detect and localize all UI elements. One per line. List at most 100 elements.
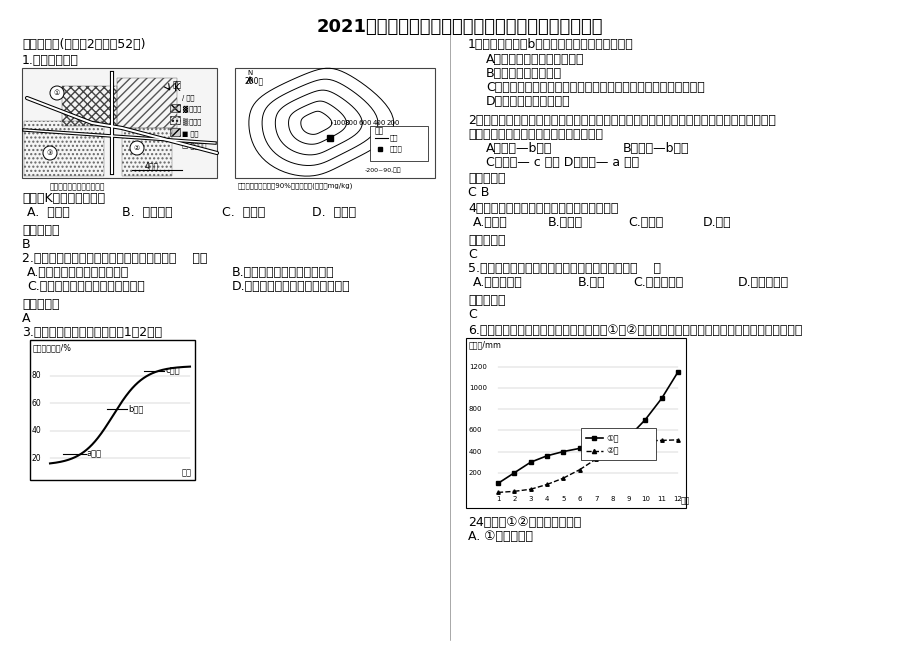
Text: C: C — [468, 248, 476, 261]
Text: C.  印染厂: C. 印染厂 — [221, 206, 265, 219]
Text: 某城市土地利用状况示意图: 某城市土地利用状况示意图 — [50, 182, 105, 191]
Text: 参考答案：: 参考答案： — [468, 172, 505, 185]
Text: 1200: 1200 — [469, 364, 486, 370]
Text: 4: 4 — [544, 496, 549, 502]
Text: c阶段: c阶段 — [165, 367, 179, 375]
Text: ▓ 商业区: ▓ 商业区 — [182, 106, 201, 113]
Text: N: N — [247, 70, 253, 76]
Bar — [117, 78, 176, 128]
Text: 6.下图为北半球亚热带地区大陆东西两侧①、②两地降水量逐月累积折线图。据图回答下列各题。: 6.下图为北半球亚热带地区大陆东西两侧①、②两地降水量逐月累积折线图。据图回答下… — [468, 324, 801, 337]
Text: 10: 10 — [640, 496, 649, 502]
Text: D.  造纸厂: D. 造纸厂 — [312, 206, 356, 219]
Text: 某城市周围近郊地面90%深度分布图(单位：mg/kg): 某城市周围近郊地面90%深度分布图(单位：mg/kg) — [237, 182, 352, 189]
Text: 降水量/mm: 降水量/mm — [469, 340, 502, 349]
Text: 6: 6 — [577, 496, 582, 502]
Bar — [170, 116, 180, 124]
Text: 参考答案：: 参考答案： — [468, 294, 505, 307]
Text: 7: 7 — [594, 496, 597, 502]
Text: B．出现逆城市化现象: B．出现逆城市化现象 — [485, 67, 562, 80]
Text: 800: 800 — [469, 406, 482, 412]
Text: B.南方比北方学校所在地昼长: B.南方比北方学校所在地昼长 — [232, 266, 335, 279]
Text: 图例: 图例 — [375, 126, 384, 135]
Text: 1000: 1000 — [469, 385, 486, 391]
Text: 60: 60 — [32, 398, 41, 408]
Bar — [170, 128, 180, 136]
Text: A.国际劳动节: A.国际劳动节 — [472, 276, 522, 289]
Text: 400: 400 — [469, 449, 482, 454]
Text: ①: ① — [54, 90, 60, 96]
Text: 5: 5 — [561, 496, 565, 502]
Text: 20: 20 — [32, 454, 41, 463]
Text: 2.有关秋分日时，我国各地学校昼夜情况是（    ）。: 2.有关秋分日时，我国各地学校昼夜情况是（ ）。 — [22, 252, 207, 265]
Bar — [30, 340, 195, 480]
Text: B.元旦: B.元旦 — [577, 276, 605, 289]
Text: 时间: 时间 — [182, 468, 192, 477]
Text: C: C — [468, 308, 476, 321]
Text: 参考答案：: 参考答案： — [22, 224, 60, 237]
Text: 1: 1 — [495, 496, 500, 502]
Text: C．市区出现劳动力过剩、交通拥挤、住房紧张、环境恶化等问题: C．市区出现劳动力过剩、交通拥挤、住房紧张、环境恶化等问题 — [485, 81, 704, 94]
Text: 1000: 1000 — [332, 120, 349, 126]
Text: 城镇: 城镇 — [390, 135, 398, 141]
Text: 200米: 200米 — [244, 76, 264, 85]
Text: D.只有位于同纬度的学校昼夜等长: D.只有位于同纬度的学校昼夜等长 — [232, 280, 350, 293]
Text: □ 未利用地: □ 未利用地 — [182, 142, 206, 148]
Text: 600: 600 — [358, 120, 371, 126]
Text: C．朝鲜— c 阶段 D．印度— a 阶段: C．朝鲜— c 阶段 D．印度— a 阶段 — [485, 156, 639, 169]
Text: 参考答案：: 参考答案： — [468, 234, 505, 247]
Text: 4．下列日期中，铜陵昼夜长短相差最小的是: 4．下列日期中，铜陵昼夜长短相差最小的是 — [468, 202, 618, 215]
Text: ②地: ②地 — [606, 447, 618, 456]
Text: 200: 200 — [386, 120, 399, 126]
Text: -200~90,深度: -200~90,深度 — [365, 167, 402, 173]
Text: ②: ② — [134, 145, 140, 151]
Text: 适宜在K点布局的企业是: 适宜在K点布局的企业是 — [22, 192, 105, 205]
Text: 40: 40 — [32, 426, 41, 435]
Bar — [369, 126, 427, 161]
Text: / 河流: / 河流 — [182, 94, 194, 101]
Text: A．城市化速度减慢甚至停滞: A．城市化速度减慢甚至停滞 — [485, 53, 584, 66]
Bar — [170, 104, 180, 112]
Text: 80: 80 — [32, 371, 41, 380]
Text: A.劳动节: A.劳动节 — [472, 216, 507, 229]
Text: D.春节: D.春节 — [702, 216, 731, 229]
Text: B: B — [22, 238, 30, 251]
Text: A: A — [22, 312, 30, 325]
Text: 一、选择题(每小题2分，共52分): 一、选择题(每小题2分，共52分) — [22, 38, 145, 51]
Text: 11: 11 — [656, 496, 665, 502]
Text: D.我国教师节: D.我国教师节 — [737, 276, 789, 289]
Text: 9: 9 — [626, 496, 630, 502]
Text: C.我国国庆节: C.我国国庆节 — [632, 276, 683, 289]
Text: A．英国—b阶段: A．英国—b阶段 — [485, 142, 551, 155]
Text: 5.下列日期中，北京昼夜长短相差最小的一天是（    ）: 5.下列日期中，北京昼夜长短相差最小的一天是（ ） — [468, 262, 660, 275]
Text: B．中国—b阶段: B．中国—b阶段 — [622, 142, 688, 155]
Circle shape — [130, 141, 144, 155]
Text: C.国庆节: C.国庆节 — [628, 216, 663, 229]
Text: 参考答案：: 参考答案： — [22, 298, 60, 311]
Text: A.  钢铁厂: A. 钢铁厂 — [27, 206, 70, 219]
Text: ■ 荒地: ■ 荒地 — [182, 130, 199, 137]
Text: ▒ 居住区: ▒ 居住区 — [182, 118, 201, 126]
Text: 8: 8 — [609, 496, 614, 502]
Text: K: K — [174, 83, 180, 93]
Text: 12: 12 — [673, 496, 682, 502]
Text: 600: 600 — [469, 427, 482, 434]
Text: 家与其所处的城市化阶段搭配正确的是：: 家与其所处的城市化阶段搭配正确的是： — [468, 128, 602, 141]
Text: 城市人口比重/%: 城市人口比重/% — [33, 343, 72, 352]
Text: A.我国各地所有学校昼夜等长: A.我国各地所有学校昼夜等长 — [27, 266, 129, 279]
Text: 3: 3 — [528, 496, 532, 502]
Circle shape — [50, 86, 64, 100]
Text: 3.读城市化进程示意图，完成1～2题：: 3.读城市化进程示意图，完成1～2题： — [22, 326, 162, 339]
Text: 1、下列属于图中b阶段反映的城市化现象的是：: 1、下列属于图中b阶段反映的城市化现象的是： — [468, 38, 633, 51]
Text: 4公里: 4公里 — [145, 161, 159, 170]
Text: a阶段: a阶段 — [86, 449, 102, 458]
Circle shape — [43, 146, 57, 160]
Text: A. ①在大陆东岸: A. ①在大陆东岸 — [468, 530, 532, 543]
Text: ③: ③ — [47, 150, 53, 156]
Text: 月份: 月份 — [680, 496, 689, 505]
Text: 2: 2 — [512, 496, 516, 502]
Text: 采样点: 采样点 — [390, 146, 403, 152]
Text: 2021年山西省太原市杨房中学高一地理期末试题含解析: 2021年山西省太原市杨房中学高一地理期末试题含解析 — [316, 18, 603, 36]
Text: 24．关于①②地说法正确的是: 24．关于①②地说法正确的是 — [468, 516, 581, 529]
Text: B.儿童节: B.儿童节 — [548, 216, 583, 229]
Text: 800: 800 — [345, 120, 357, 126]
